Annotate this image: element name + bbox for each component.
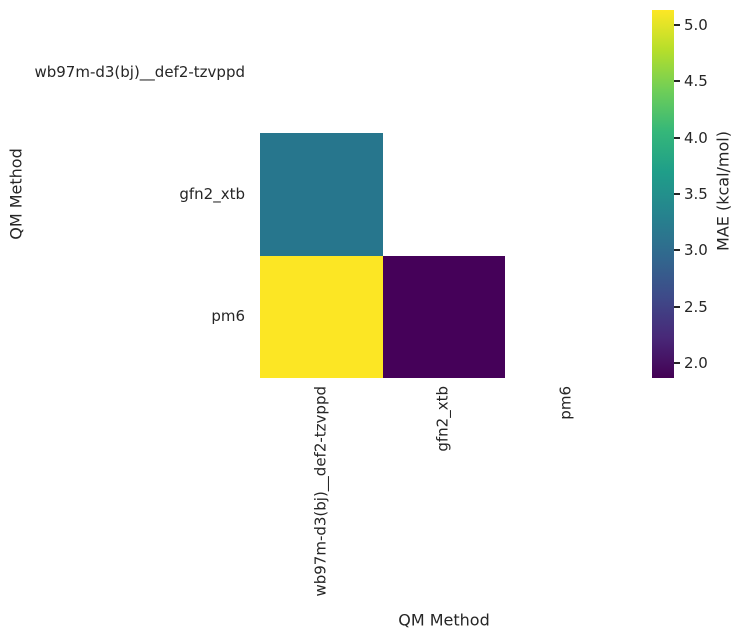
heatmap-cell-pm6-vs-wb97m [260, 256, 383, 378]
x-tick-label-wb97m: wb97m-d3(bj)__def2-tzvppd [312, 386, 330, 597]
y-tick-label-gfn2xtb: gfn2_xtb [179, 185, 245, 203]
colorbar-tick-label-5.0: 5.0 [684, 16, 708, 34]
colorbar-tick [674, 193, 680, 195]
colorbar-gradient [652, 10, 674, 378]
x-axis-title: QM Method [398, 610, 490, 630]
y-axis-title: QM Method [6, 148, 26, 240]
heatmap-cell-gfn2xtb-vs-wb97m [260, 133, 383, 256]
colorbar-tick-label-3.5: 3.5 [684, 185, 708, 203]
y-tick-label-wb97m: wb97m-d3(bj)__def2-tzvppd [34, 63, 245, 81]
colorbar-tick-label-4.0: 4.0 [684, 129, 708, 147]
colorbar-tick [674, 249, 680, 251]
y-tick-label-pm6: pm6 [211, 307, 245, 325]
colorbar-tick [674, 24, 680, 26]
colorbar-tick-label-2.0: 2.0 [684, 354, 708, 372]
colorbar-tick-label-2.5: 2.5 [684, 298, 708, 316]
colorbar-axis-title: MAE (kcal/mol) [713, 131, 733, 251]
x-tick-label-gfn2xtb: gfn2_xtb [434, 386, 452, 452]
colorbar-tick [674, 362, 680, 364]
colorbar-tick [674, 137, 680, 139]
colorbar-tick-label-3.0: 3.0 [684, 241, 708, 259]
x-tick-label-pm6: pm6 [557, 386, 575, 420]
colorbar-tick [674, 306, 680, 308]
heatmap-cell-pm6-vs-gfn2xtb [383, 256, 505, 378]
colorbar-tick-label-4.5: 4.5 [684, 72, 708, 90]
colorbar-tick [674, 80, 680, 82]
